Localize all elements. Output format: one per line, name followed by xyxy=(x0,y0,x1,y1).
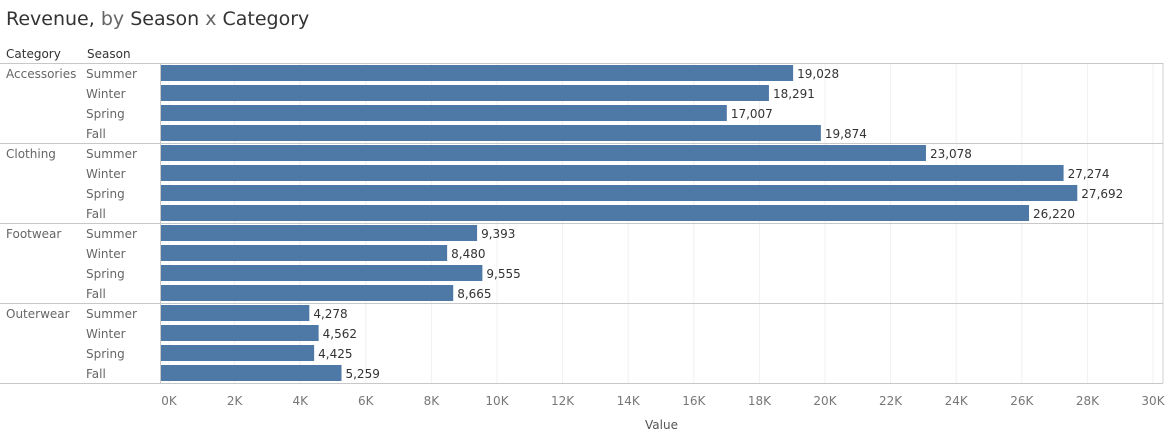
bar xyxy=(161,325,319,341)
data-label: 18,291 xyxy=(773,87,815,101)
x-tick-label: 14K xyxy=(617,394,641,408)
x-tick-label: 24K xyxy=(945,394,969,408)
x-tick-label: 0K xyxy=(161,394,178,408)
title-revenue: Revenue, xyxy=(6,8,95,30)
data-label: 19,028 xyxy=(797,67,839,81)
bar xyxy=(161,225,478,241)
bar xyxy=(161,285,454,301)
data-label: 9,393 xyxy=(481,227,515,241)
data-label: 27,692 xyxy=(1081,187,1123,201)
x-tick-label: 4K xyxy=(292,394,309,408)
bar xyxy=(161,345,315,361)
title-category: Category xyxy=(222,8,310,30)
x-tick-label: 10K xyxy=(485,394,509,408)
data-label: 4,562 xyxy=(323,327,357,341)
season-label: Fall xyxy=(86,207,106,221)
season-label: Summer xyxy=(86,307,137,321)
x-tick-label: 2K xyxy=(227,394,244,408)
bar xyxy=(161,65,794,81)
season-label: Winter xyxy=(86,327,126,341)
season-label: Fall xyxy=(86,287,106,301)
bar xyxy=(161,205,1030,221)
season-column-header: Season xyxy=(87,47,131,61)
data-label: 9,555 xyxy=(486,267,520,281)
season-label: Spring xyxy=(86,107,125,121)
season-label: Winter xyxy=(86,247,126,261)
title-x: x xyxy=(199,8,223,30)
data-label: 4,278 xyxy=(313,307,347,321)
season-label: Fall xyxy=(86,127,106,141)
bar xyxy=(161,265,483,281)
chart-title: Revenue, by Season x Category xyxy=(6,8,309,30)
bar xyxy=(161,365,342,381)
season-label: Summer xyxy=(86,147,137,161)
bar xyxy=(161,245,448,261)
bar xyxy=(161,85,769,101)
bar xyxy=(161,165,1064,181)
x-tick-label: 26K xyxy=(1010,394,1034,408)
category-label: Accessories xyxy=(6,67,76,81)
x-tick-label: 12K xyxy=(551,394,575,408)
x-tick-label: 16K xyxy=(682,394,706,408)
bar xyxy=(161,145,926,161)
x-axis-label: Value xyxy=(645,418,678,432)
data-label: 26,220 xyxy=(1033,207,1075,221)
season-label: Spring xyxy=(86,347,125,361)
x-tick-label: 18K xyxy=(748,394,772,408)
data-label: 5,259 xyxy=(345,367,379,381)
x-tick-label: 20K xyxy=(813,394,837,408)
bar xyxy=(161,305,310,321)
title-season: Season xyxy=(130,8,200,30)
x-tick-label: 30K xyxy=(1141,394,1165,408)
season-label: Fall xyxy=(86,367,106,381)
data-label: 19,874 xyxy=(825,127,867,141)
season-label: Winter xyxy=(86,167,126,181)
bar xyxy=(161,105,727,121)
data-label: 8,665 xyxy=(457,287,491,301)
data-label: 27,274 xyxy=(1068,167,1110,181)
x-tick-label: 8K xyxy=(424,394,441,408)
title-by: by xyxy=(94,8,131,30)
bar xyxy=(161,125,821,141)
category-label: Footwear xyxy=(6,227,61,241)
season-label: Spring xyxy=(86,267,125,281)
category-label: Clothing xyxy=(6,147,56,161)
data-label: 17,007 xyxy=(731,107,773,121)
data-label: 4,425 xyxy=(318,347,352,361)
season-label: Summer xyxy=(86,67,137,81)
data-label: 8,480 xyxy=(451,247,485,261)
x-tick-label: 6K xyxy=(358,394,375,408)
x-tick-label: 28K xyxy=(1076,394,1100,408)
category-label: Outerwear xyxy=(6,307,70,321)
data-label: 23,078 xyxy=(930,147,972,161)
season-label: Summer xyxy=(86,227,137,241)
season-label: Winter xyxy=(86,87,126,101)
x-tick-label: 22K xyxy=(879,394,903,408)
season-label: Spring xyxy=(86,187,125,201)
category-column-header: Category xyxy=(6,47,61,61)
bar xyxy=(161,185,1078,201)
